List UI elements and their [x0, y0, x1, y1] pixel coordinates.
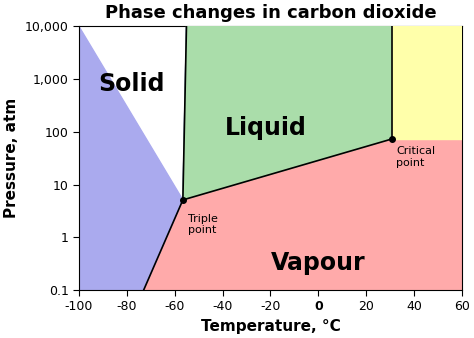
Text: Liquid: Liquid	[225, 116, 307, 140]
Text: Triple
point: Triple point	[188, 214, 218, 235]
Polygon shape	[79, 139, 462, 338]
Text: Vapour: Vapour	[271, 251, 365, 275]
Polygon shape	[79, 26, 186, 338]
Y-axis label: Pressure, atm: Pressure, atm	[4, 98, 19, 218]
Polygon shape	[392, 26, 462, 139]
Text: Solid: Solid	[99, 72, 165, 96]
Text: Critical
point: Critical point	[396, 146, 435, 168]
Title: Phase changes in carbon dioxide: Phase changes in carbon dioxide	[105, 4, 436, 22]
Polygon shape	[183, 26, 392, 200]
X-axis label: Temperature, °C: Temperature, °C	[201, 319, 340, 334]
